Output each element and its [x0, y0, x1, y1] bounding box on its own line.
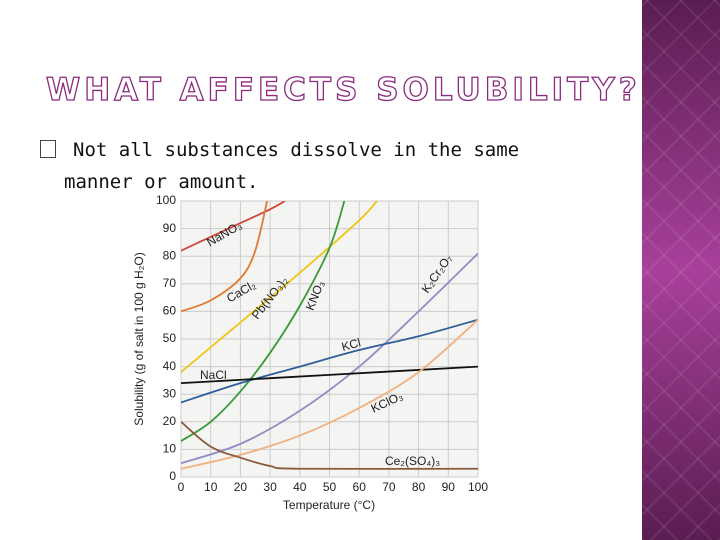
series-line — [181, 201, 286, 252]
slide-title: WHAT AFFECTS SOLUBILITY? — [46, 72, 641, 108]
y-tick-label: 50 — [163, 331, 177, 345]
y-tick-label: 90 — [163, 221, 177, 235]
bullet-marker — [40, 140, 56, 158]
title-area: WHAT AFFECTS SOLUBILITY? — [45, 71, 641, 108]
series-line — [181, 201, 346, 442]
series-line — [181, 201, 378, 373]
y-tick-label: 20 — [163, 414, 177, 428]
y-tick-label: 80 — [163, 248, 177, 262]
x-tick-label: 90 — [442, 480, 456, 494]
x-tick-label: 80 — [412, 480, 426, 494]
x-tick-label: 10 — [204, 480, 218, 494]
x-tick-label: 0 — [178, 480, 185, 494]
x-tick-label: 30 — [263, 480, 277, 494]
series-line — [181, 319, 478, 470]
y-tick-label: 10 — [163, 442, 177, 456]
x-tick-label: 40 — [293, 480, 307, 494]
series-label: Ce₂(SO₄)₃ — [385, 454, 440, 468]
side-bar — [642, 0, 720, 540]
series-line — [181, 365, 478, 385]
y-tick-label: 30 — [163, 386, 177, 400]
y-tick-label: 60 — [163, 304, 177, 318]
bullet-text: Not all substances dissolve in the same … — [64, 139, 520, 193]
x-axis-label: Temperature (°C) — [283, 498, 375, 512]
series-line — [181, 201, 269, 313]
x-tick-label: 60 — [353, 480, 367, 494]
x-tick-label: 70 — [382, 480, 396, 494]
series-line — [181, 421, 478, 470]
series-label: KCl — [340, 335, 362, 354]
series-label: NaCl — [200, 368, 227, 382]
y-tick-label: 100 — [156, 193, 176, 207]
y-tick-label: 70 — [163, 276, 177, 290]
series-line — [181, 252, 478, 465]
lines — [181, 201, 478, 470]
y-tick-label: 0 — [169, 469, 176, 483]
y-axis-label: Solubility (g of salt in 100 g H₂O) — [132, 252, 146, 425]
x-tick-label: 50 — [323, 480, 337, 494]
series-line — [181, 318, 478, 404]
x-tick-label: 100 — [468, 480, 488, 494]
x-tick-label: 20 — [234, 480, 248, 494]
y-tick-label: 40 — [163, 359, 177, 373]
